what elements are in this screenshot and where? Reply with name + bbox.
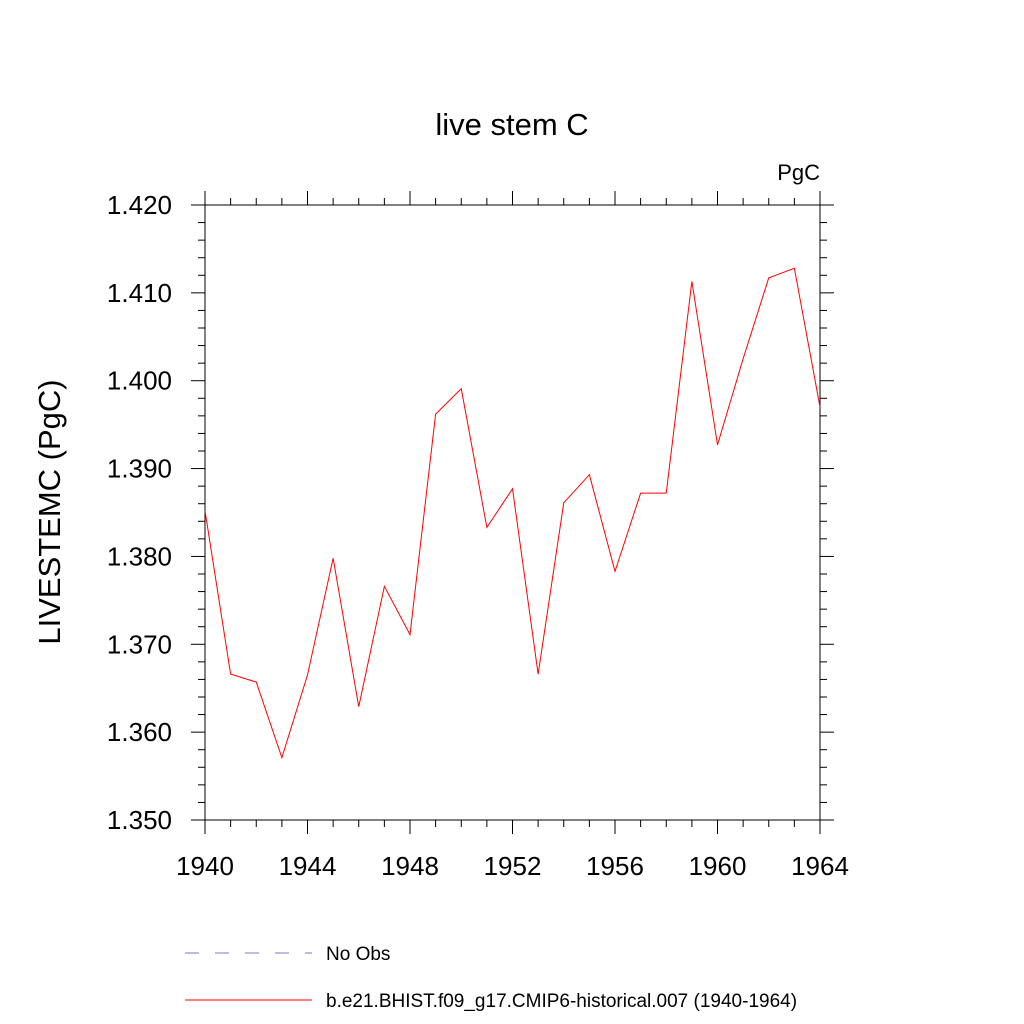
y-tick-label: 1.350 xyxy=(107,805,172,835)
x-tick-label: 1940 xyxy=(176,851,234,881)
x-tick-label: 1960 xyxy=(689,851,747,881)
plot-frame xyxy=(204,204,821,821)
y-tick-label: 1.360 xyxy=(107,717,172,747)
y-axis-title: LIVESTEMC (PgC) xyxy=(32,379,67,644)
legend-label: b.e21.BHIST.f09_g17.CMIP6-historical.007… xyxy=(326,991,797,1012)
axes: 1940 1944 1948 1952 1956 1960 1964 1.350 1.360 1.… xyxy=(107,190,849,881)
units-label: PgC xyxy=(777,160,820,185)
y-tick-label: 1.370 xyxy=(107,629,172,659)
series-layer xyxy=(204,267,821,760)
x-tick-label: 1956 xyxy=(586,851,644,881)
series-line xyxy=(204,267,821,760)
x-tick-label: 1948 xyxy=(381,851,439,881)
legend: No Obs b.e21.BHIST.f09_g17.CMIP6-historic… xyxy=(185,944,797,1012)
y-tick-label: 1.420 xyxy=(107,190,172,220)
y-tick-label: 1.400 xyxy=(107,366,172,396)
y-tick-label: 1.390 xyxy=(107,454,172,484)
legend-label: No Obs xyxy=(326,944,390,965)
x-tick-label: 1964 xyxy=(791,851,849,881)
x-tick-label: 1944 xyxy=(279,851,337,881)
x-tick-label: 1952 xyxy=(484,851,542,881)
y-tick-label: 1.410 xyxy=(107,278,172,308)
chart-title: live stem C xyxy=(435,107,588,142)
y-tick-label: 1.380 xyxy=(107,541,172,571)
